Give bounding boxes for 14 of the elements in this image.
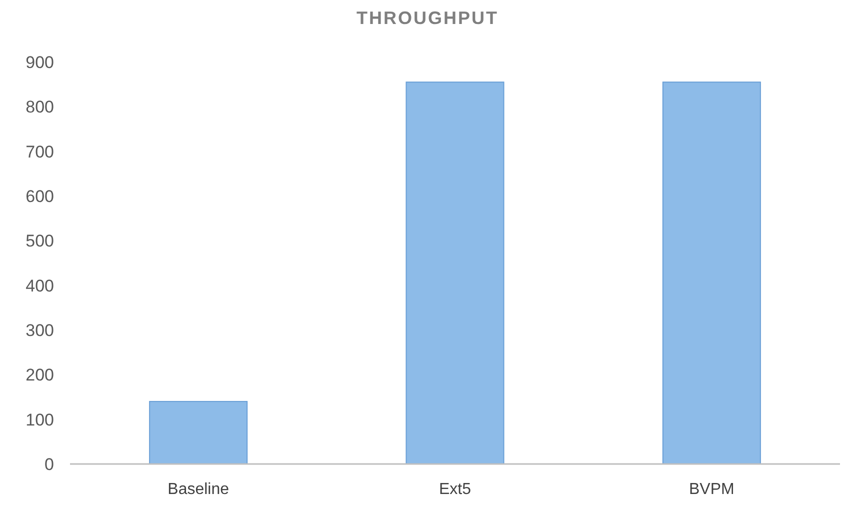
y-tick-label: 700 — [26, 142, 54, 162]
y-tick-label: 300 — [26, 320, 54, 340]
y-tick-label: 100 — [26, 410, 54, 430]
y-tick-label: 800 — [26, 98, 54, 117]
y-tick-label: 400 — [26, 276, 54, 296]
y-tick-label: 0 — [44, 454, 54, 474]
y-tick-label: 200 — [26, 366, 54, 385]
y-tick-label: 500 — [26, 232, 54, 251]
chart-title: THROUGHPUT — [356, 8, 498, 28]
x-tick-label: Ext5 — [438, 481, 472, 498]
y-tick-label: 900 — [26, 52, 54, 72]
x-tick-label: Baseline — [168, 481, 230, 498]
y-tick-label: 600 — [26, 186, 54, 206]
x-tick-label: BVPM — [688, 481, 734, 498]
